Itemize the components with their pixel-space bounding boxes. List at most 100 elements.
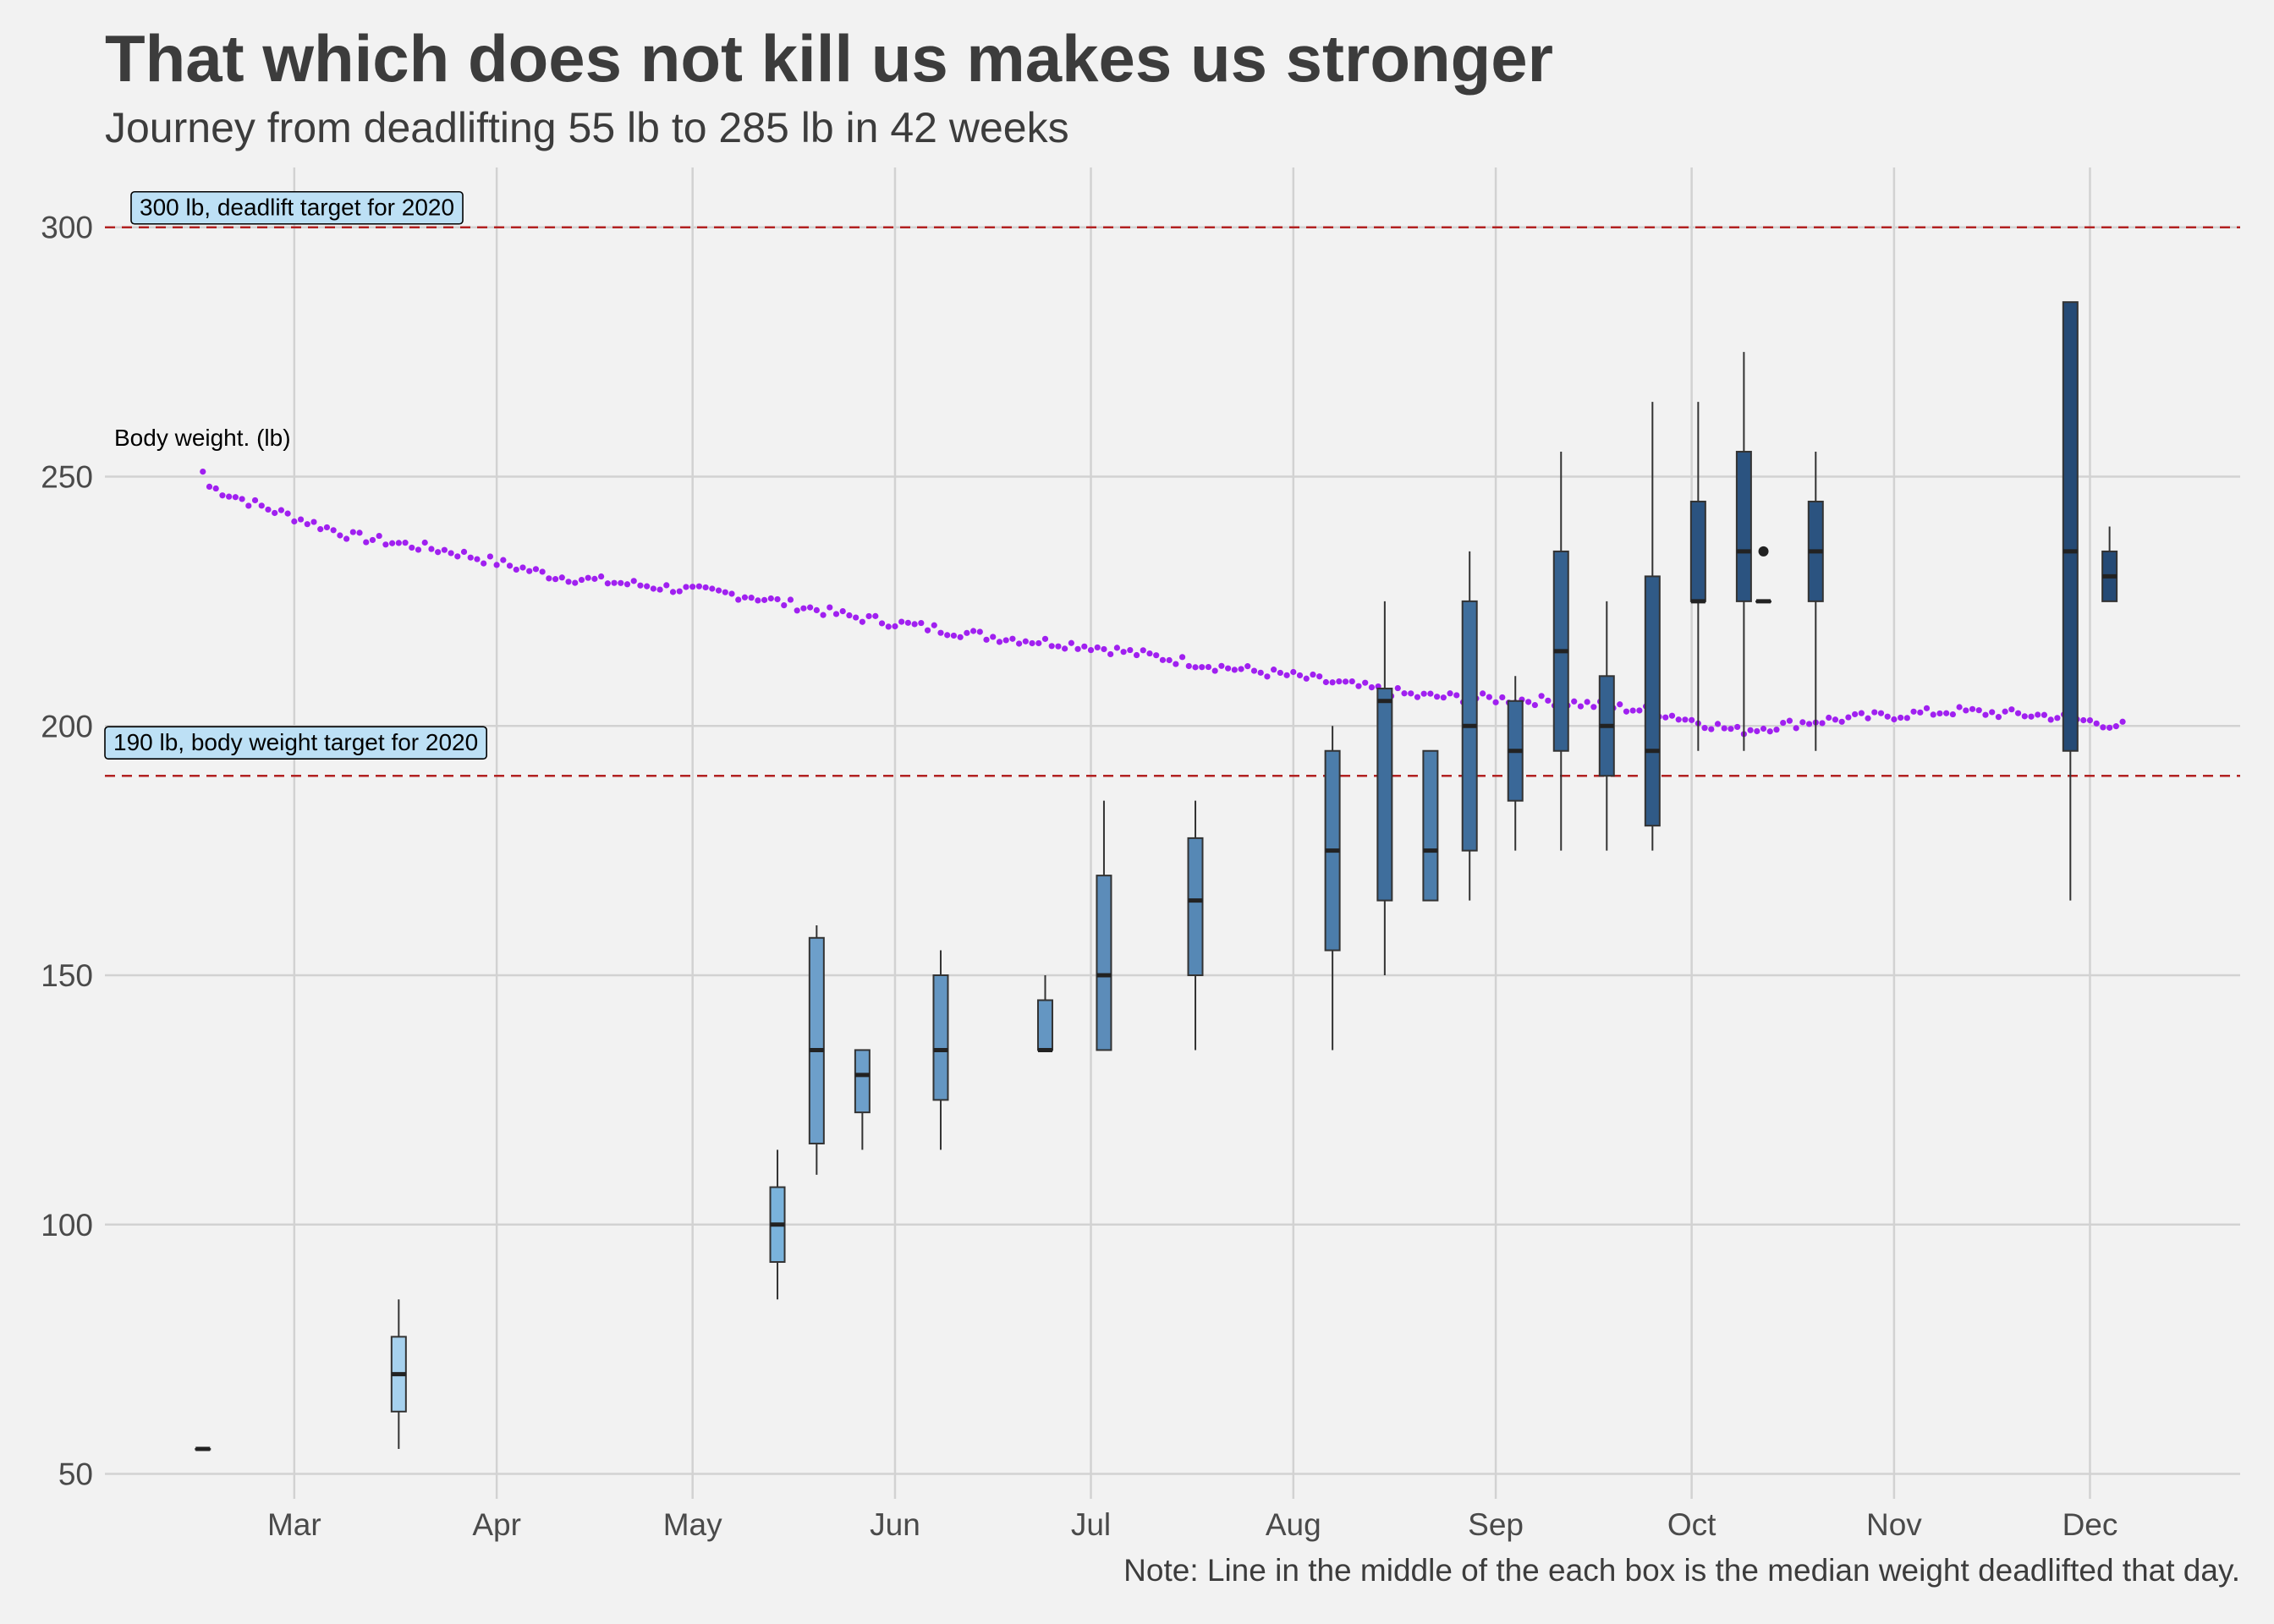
body-weight-point <box>558 574 565 581</box>
body-weight-point <box>219 492 226 499</box>
body-weight-point <box>774 595 781 603</box>
y-tick-label: 250 <box>41 459 93 494</box>
body-weight-point <box>2106 724 2113 731</box>
body-weight-point <box>363 539 370 546</box>
body-weight-point <box>500 557 507 563</box>
body-weight-point <box>604 580 611 587</box>
body-weight-point <box>428 546 435 552</box>
body-weight-point <box>761 596 768 603</box>
body-weight-point <box>878 620 886 627</box>
body-weight-point <box>715 587 722 594</box>
body-weight-point <box>1734 723 1741 731</box>
body-weight-point <box>630 578 637 584</box>
body-weight-point <box>421 539 428 546</box>
body-weight-point <box>2021 713 2028 720</box>
body-weight-point <box>591 575 598 582</box>
body-weight-point <box>395 540 402 546</box>
body-weight-point <box>1329 679 1336 686</box>
body-weight-point <box>1780 719 1787 727</box>
body-weight-point <box>1995 714 2002 721</box>
body-weight-point <box>1231 667 1238 673</box>
body-weight-point <box>1799 719 1806 726</box>
body-weight-point <box>369 536 376 544</box>
body-weight-point <box>794 607 800 614</box>
deadlift-boxes <box>195 301 2118 1451</box>
body-weight-point <box>1963 707 1969 714</box>
body-weight-series <box>200 469 2126 738</box>
body-weight-point <box>454 553 461 560</box>
reference-label-300: 300 lb, deadlift target for 2020 <box>140 195 454 221</box>
y-tick-label: 300 <box>41 211 93 245</box>
body-weight-point <box>415 546 422 553</box>
body-weight-point <box>1074 645 1081 652</box>
body-weight-point <box>944 632 951 639</box>
body-weight-point <box>767 595 774 602</box>
body-weight-point <box>1029 639 1035 647</box>
y-tick-label: 150 <box>41 958 93 993</box>
body-weight-point <box>800 605 807 612</box>
body-weight-point <box>676 588 683 595</box>
body-weight-point <box>2054 715 2061 721</box>
body-weight-point <box>1584 699 1590 705</box>
box-iqr <box>1376 688 1393 902</box>
body-weight-point <box>781 601 788 609</box>
body-weight-point <box>467 554 474 561</box>
body-weight-point <box>1022 638 1029 645</box>
body-weight-point <box>1199 664 1206 671</box>
chart-subtitle: Journey from deadlifting 55 lb to 285 lb… <box>105 104 1069 151</box>
body-weight-point <box>1571 698 1578 705</box>
body-weight-point <box>969 628 977 634</box>
body-weight-point <box>1486 694 1492 700</box>
body-weight-point <box>258 502 265 509</box>
body-weight-point <box>206 483 213 491</box>
body-weight-point <box>898 618 905 625</box>
body-weight-point <box>1754 727 1760 735</box>
body-weight-point <box>519 564 526 571</box>
body-weight-point <box>1081 643 1088 650</box>
body-weight-point <box>1832 716 1839 723</box>
body-weight-point <box>1773 727 1780 733</box>
body-weight-point <box>481 560 487 567</box>
body-weight-point <box>2100 724 2106 731</box>
body-weight-point <box>1394 684 1401 692</box>
body-weight-point <box>1721 725 1727 732</box>
body-weight-point <box>232 494 239 501</box>
body-weight-point <box>1747 727 1754 733</box>
body-weight-point <box>1127 646 1134 654</box>
body-weight-point <box>251 497 259 504</box>
body-weight-point <box>277 507 285 513</box>
body-weight-point <box>611 579 618 586</box>
body-weight-point <box>460 548 468 555</box>
y-tick-label: 50 <box>58 1457 93 1492</box>
body-weight-point <box>1891 716 1898 723</box>
body-weight-point <box>2086 716 2094 724</box>
body-weight-point <box>330 527 337 534</box>
body-weight-point <box>924 627 931 634</box>
body-weight-point <box>1310 671 1316 678</box>
body-weight-point <box>356 529 363 536</box>
box-iqr <box>1735 451 1752 602</box>
x-tick-label: Apr <box>472 1507 521 1542</box>
box-iqr <box>2062 301 2079 752</box>
body-weight-point <box>1271 667 1277 673</box>
body-weight-point <box>1819 720 1826 727</box>
body-weight-point <box>1316 673 1323 680</box>
body-weight-point <box>565 579 572 585</box>
body-weight-point <box>663 582 670 589</box>
body-weight-point <box>1408 690 1414 697</box>
body-weight-point <box>1159 656 1167 663</box>
body-weight-point <box>409 544 415 551</box>
x-tick-label: Oct <box>1667 1507 1716 1542</box>
y-tick-label: 200 <box>41 709 93 743</box>
body-weight-point <box>787 596 794 603</box>
body-weight-point <box>1062 645 1068 652</box>
chart-title: That which does not kill us makes us str… <box>105 21 1553 96</box>
body-weight-point <box>1173 661 1179 667</box>
body-weight-point <box>1277 669 1283 677</box>
box-iqr <box>1689 500 1706 602</box>
body-weight-point <box>1838 718 1845 725</box>
body-weight-point <box>1629 707 1636 714</box>
body-weight-point <box>1877 710 1885 716</box>
body-weight-point <box>1858 710 1865 716</box>
body-weight-point <box>1668 712 1676 719</box>
